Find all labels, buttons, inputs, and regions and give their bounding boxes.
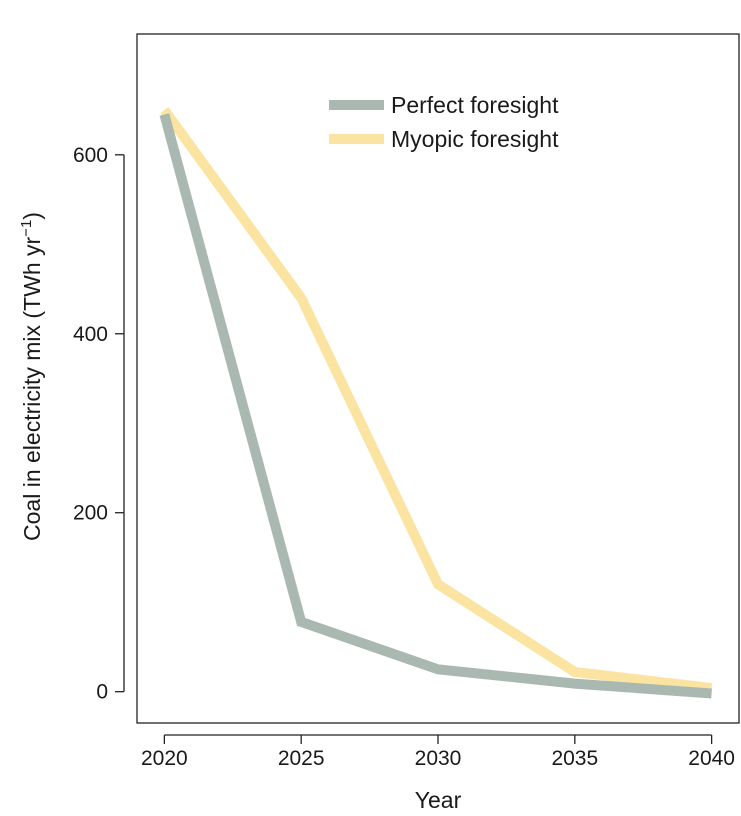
x-axis: 2020 2025 2030 2035 2040 [141, 734, 735, 770]
y-axis-title: Coal in electricity mix (TWh yr−1) [18, 212, 45, 541]
plot-frame [136, 33, 740, 724]
y-axis: 0 200 400 600 [73, 144, 125, 704]
series-line-perfect-foresight [159, 113, 712, 699]
x-tick-label: 2025 [278, 747, 325, 770]
legend-label: Perfect foresight [391, 92, 559, 118]
series-layer [159, 107, 713, 699]
x-tick-label: 2030 [415, 747, 462, 770]
legend-label: Myopic foresight [391, 126, 559, 152]
y-tick-label: 0 [96, 681, 108, 704]
x-tick-label: 2040 [688, 747, 735, 770]
x-tick-label: 2035 [551, 747, 598, 770]
y-axis-title-superscript: −1 [18, 220, 35, 237]
legend: Perfect foresight Myopic foresight [329, 92, 559, 152]
y-axis-title-close: ) [19, 212, 45, 220]
x-tick-label: 2020 [141, 747, 188, 770]
y-tick-label: 200 [73, 502, 108, 525]
y-tick-label: 400 [73, 323, 108, 346]
y-axis-title-main: Coal in electricity mix (TWh yr [19, 236, 45, 540]
series-line-myopic-foresight [160, 107, 713, 694]
y-tick-label: 600 [73, 144, 108, 167]
x-axis-title: Year [415, 787, 462, 813]
